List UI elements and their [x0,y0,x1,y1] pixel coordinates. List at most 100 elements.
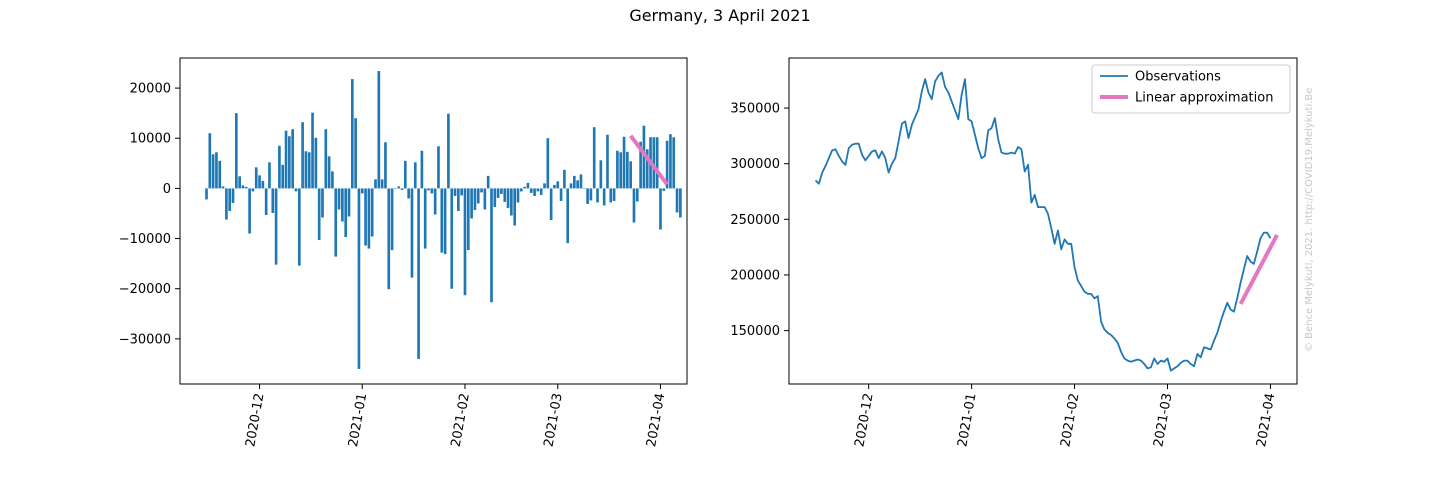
daily-change-bar [573,175,576,189]
daily-change-bar [331,171,334,189]
left-y-tick-label: −10000 [119,232,171,247]
daily-change-bar [652,137,656,189]
left-y-tick-label: 10000 [130,132,171,147]
daily-change-bar [354,118,357,189]
daily-change-bar [261,180,265,189]
daily-change-bar [616,150,619,189]
daily-change-bar [639,141,642,189]
left-x-tick-label: 2021-03 [541,392,565,448]
left-y-tick-label: 20000 [130,82,171,97]
daily-change-bar [629,161,632,189]
daily-change-bar [417,188,420,359]
daily-change-bar [506,188,510,208]
daily-change-bar [510,188,513,216]
daily-change-bar [675,188,679,213]
right-x-tick-label: 2021-02 [1058,392,1082,448]
right-y-tick-label: 150000 [730,324,780,339]
right-x-tick-label: 2021-03 [1151,392,1175,448]
left-x-tick-label: 2021-01 [346,392,370,448]
daily-change-bar [589,188,593,201]
daily-change-bar [569,183,573,189]
daily-change-bar [228,188,232,211]
daily-change-bar [357,188,361,369]
daily-change-bar [612,188,616,201]
daily-change-bar [413,162,417,189]
daily-change-bar [450,188,454,289]
daily-change-bar [536,188,540,192]
daily-change-bar [516,188,520,203]
linear-approximation-line [1238,233,1279,305]
daily-change-bar [390,188,394,251]
left-y-tick-label: −30000 [119,332,171,347]
right-y-tick-label: 350000 [730,102,780,117]
daily-change-bar [384,142,387,189]
daily-change-bar [546,138,550,189]
daily-change-bar [241,185,245,189]
right-axes-frame [788,57,1298,385]
daily-change-bar [258,175,261,189]
daily-change-bar-chart: −30000 −20000 −10000 0 10000 20000 2020-12 2021… [119,57,688,448]
daily-change-bar [264,188,268,215]
daily-change-bar [215,152,218,189]
daily-change-bar [420,150,424,189]
observations-line [814,71,1272,372]
daily-change-bar [592,127,596,189]
daily-change-bar [297,188,301,266]
daily-change-bar [586,188,589,204]
daily-change-bar [284,130,288,189]
daily-change-bar [579,174,583,189]
daily-change-bar [543,183,546,189]
daily-change-bar [563,169,566,189]
daily-change-bar [278,145,281,189]
daily-change-bar [490,188,493,303]
daily-change-bar [205,188,208,200]
daily-change-bar [344,188,348,238]
daily-change-bar [294,188,298,192]
left-x-tick-label: 2021-04 [644,392,668,448]
daily-change-bar [596,188,599,203]
daily-change-bar [642,125,646,189]
daily-change-bar [655,137,659,189]
daily-change-bar [493,188,497,207]
daily-change-bar [576,180,579,189]
daily-change-bar [235,113,238,189]
daily-change-bar [238,176,241,189]
daily-change-bar [288,136,291,189]
daily-change-bar [466,188,470,251]
daily-change-bar [470,188,473,219]
daily-change-bar [231,188,235,203]
right-x-tick-label: 2021-01 [955,392,979,448]
daily-change-bar [397,186,401,189]
daily-change-bar [609,188,613,203]
left-axes-frame [179,57,688,385]
figure-title: Germany, 3 April 2021 [629,6,811,25]
daily-change-bar [483,188,487,210]
daily-change-bar [679,188,682,218]
daily-change-bar [480,188,483,193]
active-cases-line-chart: 150000 200000 250000 300000 350000 2020-12 202… [730,57,1298,448]
left-x-tick-label: 2021-02 [449,392,473,448]
daily-change-bar [347,188,351,217]
daily-change-bar [553,184,556,189]
daily-change-bar [387,188,391,290]
daily-change-bar [400,188,404,190]
daily-change-bar [619,152,623,189]
linear-approximation-line [629,134,669,186]
daily-change-bar [533,188,536,196]
right-x-tick-label: 2021-04 [1254,392,1278,448]
daily-change-bar [341,188,344,222]
legend-observations-label: Observations [1135,70,1221,85]
daily-change-bar [380,179,384,189]
daily-change-bar [251,188,255,192]
chart-legend: Observations Linear approximation [1091,64,1291,114]
daily-change-bar [549,188,553,220]
daily-change-bar [602,188,606,206]
daily-change-bar [221,186,225,189]
daily-change-bar [364,188,367,246]
daily-change-bar [374,179,377,189]
daily-change-bar [443,188,447,255]
daily-change-bar [476,188,480,204]
daily-change-bar [559,188,563,201]
daily-change-bar [556,181,560,189]
